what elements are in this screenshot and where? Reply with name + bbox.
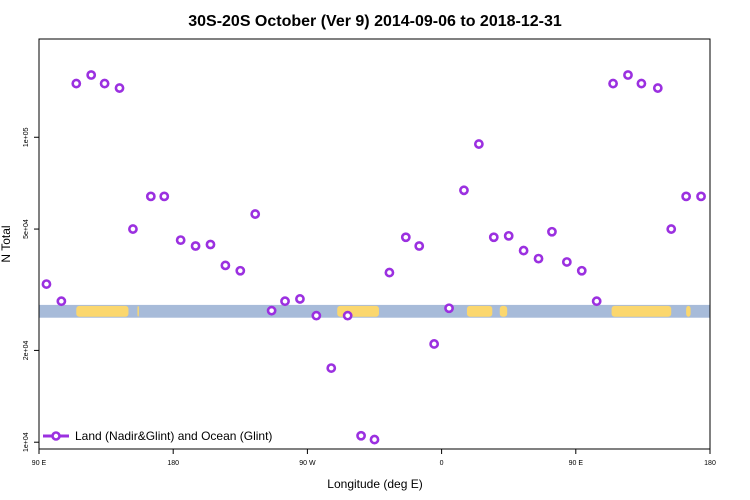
- data-point: [128, 224, 138, 234]
- legend-label: Land (Nadir&Glint) and Ocean (Glint): [75, 429, 272, 443]
- data-point: [311, 310, 322, 321]
- x-tick-label-3: 0: [440, 460, 444, 467]
- data-point: [295, 294, 305, 304]
- data-points: [41, 70, 706, 445]
- data-point: [190, 241, 201, 251]
- data-point: [561, 257, 572, 267]
- x-tick-label-1: 180: [167, 460, 179, 467]
- data-point: [652, 83, 663, 93]
- data-point: [342, 310, 353, 321]
- data-point: [518, 245, 529, 256]
- chart-title: 30S-20S October (Ver 9) 2014-09-06 to 20…: [188, 13, 562, 30]
- data-point: [175, 235, 186, 246]
- data-point: [86, 70, 97, 80]
- data-point: [623, 70, 633, 80]
- data-point: [533, 253, 544, 264]
- data-point: [159, 191, 170, 202]
- data-point: [473, 139, 484, 149]
- y-tick-label-3: 1e+05: [23, 127, 30, 147]
- x-tick-label-4: 90 E: [569, 460, 584, 467]
- map-land-1: [137, 305, 139, 317]
- data-point: [71, 78, 82, 89]
- data-point: [503, 230, 514, 241]
- plot-frame: [38, 38, 711, 450]
- data-point: [576, 265, 587, 276]
- data-point: [235, 265, 246, 276]
- data-point: [488, 232, 499, 243]
- x-axis-label: Longitude (deg E): [327, 477, 422, 491]
- y-tick-label-1: 2e+04: [23, 340, 30, 360]
- y-tick-label-0: 1e+04: [23, 432, 30, 452]
- map-land-3: [466, 305, 493, 317]
- data-point: [114, 83, 125, 93]
- y-tick-label-2: 5e+04: [23, 219, 30, 239]
- y-axis-label: N Total: [0, 225, 13, 262]
- map-land-6: [686, 305, 691, 317]
- data-point: [369, 434, 380, 445]
- y-axis: 1e+04 2e+04 5e+04 1e+05: [23, 127, 39, 452]
- data-point: [459, 185, 469, 196]
- data-point: [56, 296, 67, 307]
- x-tick-label-0: 90 E: [32, 460, 47, 467]
- data-point: [280, 296, 290, 307]
- data-point: [99, 78, 110, 89]
- data-point: [444, 303, 454, 314]
- data-point: [681, 191, 692, 202]
- x-axis: 90 E 180 90 W 0 90 E 180: [32, 449, 716, 467]
- data-point: [205, 239, 216, 250]
- data-point: [41, 279, 52, 289]
- map-land-4: [499, 305, 508, 317]
- map-strip: [39, 304, 710, 318]
- data-point: [591, 296, 602, 307]
- data-point: [636, 78, 647, 89]
- data-point: [266, 305, 277, 316]
- data-point: [220, 260, 231, 271]
- legend-marker: [51, 431, 61, 441]
- map-land-5: [611, 305, 672, 317]
- data-point: [356, 430, 366, 441]
- data-point: [384, 267, 395, 278]
- data-point: [145, 191, 156, 202]
- data-point: [608, 78, 618, 89]
- map-land-0: [76, 305, 129, 317]
- data-point: [414, 241, 425, 251]
- data-point: [429, 339, 440, 349]
- legend: Land (Nadir&Glint) and Ocean (Glint): [43, 429, 272, 443]
- data-point: [696, 191, 706, 202]
- data-point: [400, 232, 411, 243]
- x-tick-label-5: 180: [704, 460, 716, 467]
- data-point: [326, 363, 337, 373]
- data-point: [547, 226, 557, 237]
- x-tick-label-2: 90 W: [299, 460, 316, 467]
- data-point: [250, 209, 261, 219]
- data-point: [666, 224, 677, 234]
